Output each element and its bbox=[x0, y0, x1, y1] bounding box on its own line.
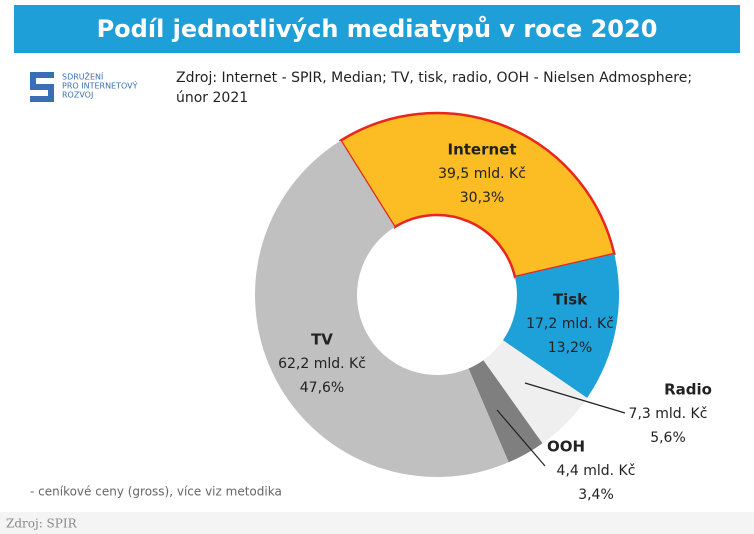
slice-label: Tisk bbox=[553, 291, 588, 309]
logo-text: SDRUŽENÍ bbox=[62, 71, 104, 82]
footer: Zdroj: SPIR bbox=[6, 517, 78, 531]
value-label: 3,4% bbox=[578, 487, 614, 503]
slice-label: OOH bbox=[547, 438, 585, 456]
amount-label: 4,4 mld. Kč bbox=[557, 463, 636, 479]
footer-bg bbox=[0, 512, 754, 534]
amount-label: 62,2 mld. Kč bbox=[278, 356, 366, 372]
slice bbox=[483, 340, 588, 444]
title-bar bbox=[14, 5, 740, 53]
logo-text: PRO INTERNETOVÝ bbox=[62, 80, 138, 91]
note: - ceníkové ceny (gross), více viz metodi… bbox=[30, 485, 282, 499]
value-label: 5,6% bbox=[650, 430, 686, 446]
slice-label: TV bbox=[311, 331, 333, 349]
logo-text: ROZVOJ bbox=[62, 91, 93, 100]
logo: SDRUŽENÍ PRO INTERNETOVÝ ROZVOJ bbox=[30, 71, 138, 102]
amount-label: 39,5 mld. Kč bbox=[438, 166, 526, 182]
slice bbox=[254, 140, 509, 478]
source: Zdroj: Internet - SPIR, Median; TV, tisk… bbox=[176, 70, 692, 86]
leader-line bbox=[496, 409, 546, 467]
slice bbox=[338, 111, 616, 279]
slice bbox=[468, 360, 543, 463]
slice-label: Radio bbox=[664, 381, 712, 399]
slice bbox=[502, 253, 619, 398]
value-label: 30,3% bbox=[460, 190, 504, 206]
amount-label: 17,2 mld. Kč bbox=[526, 316, 614, 332]
chart-title: Podíl jednotlivých mediatypů v roce 2020 bbox=[97, 15, 658, 43]
amount-label: 7,3 mld. Kč bbox=[629, 406, 708, 422]
value-label: 13,2% bbox=[548, 340, 592, 356]
source: únor 2021 bbox=[176, 90, 248, 106]
leader-line bbox=[524, 382, 626, 414]
logo-icon bbox=[30, 72, 54, 102]
value-label: 47,6% bbox=[300, 380, 344, 396]
slice-label: Internet bbox=[447, 141, 516, 159]
